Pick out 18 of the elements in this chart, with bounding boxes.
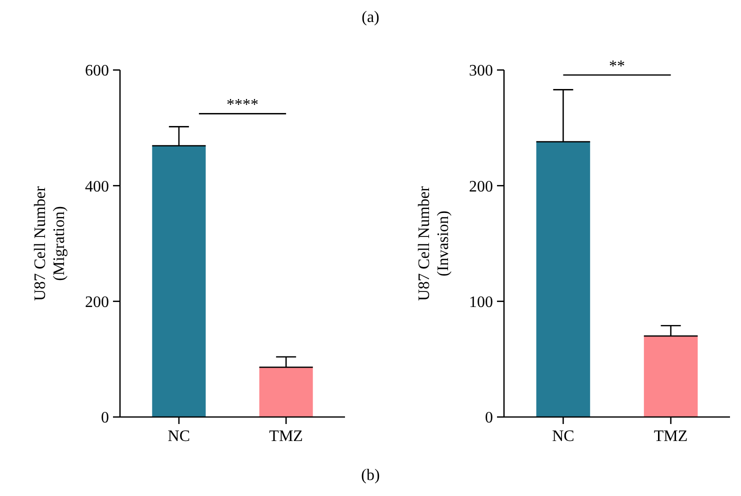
x-tick-label: NC xyxy=(168,428,190,445)
x-tick-label: TMZ xyxy=(269,428,303,445)
annotation: ** xyxy=(609,58,625,75)
text: (b) xyxy=(361,467,380,484)
y-tick-label: 400 xyxy=(85,178,109,196)
y-tick-label: 200 xyxy=(469,178,493,196)
y-tick-label: 200 xyxy=(85,294,109,311)
y-axis-title: U87 Cell Number (Migration) xyxy=(32,186,68,301)
y-tick-label: 100 xyxy=(469,294,493,311)
y-tick-label: 0 xyxy=(101,410,109,427)
x-tick-label: NC xyxy=(552,428,574,445)
y-tick-label: 300 xyxy=(469,62,493,80)
y-tick-label: 0 xyxy=(485,410,493,427)
y-axis-title: U87 Cell Number (Invasion) xyxy=(416,186,452,301)
x-tick-label: TMZ xyxy=(654,428,688,445)
annotation: **** xyxy=(226,96,258,114)
text: (a) xyxy=(362,9,380,26)
y-tick-label: 600 xyxy=(85,62,109,80)
